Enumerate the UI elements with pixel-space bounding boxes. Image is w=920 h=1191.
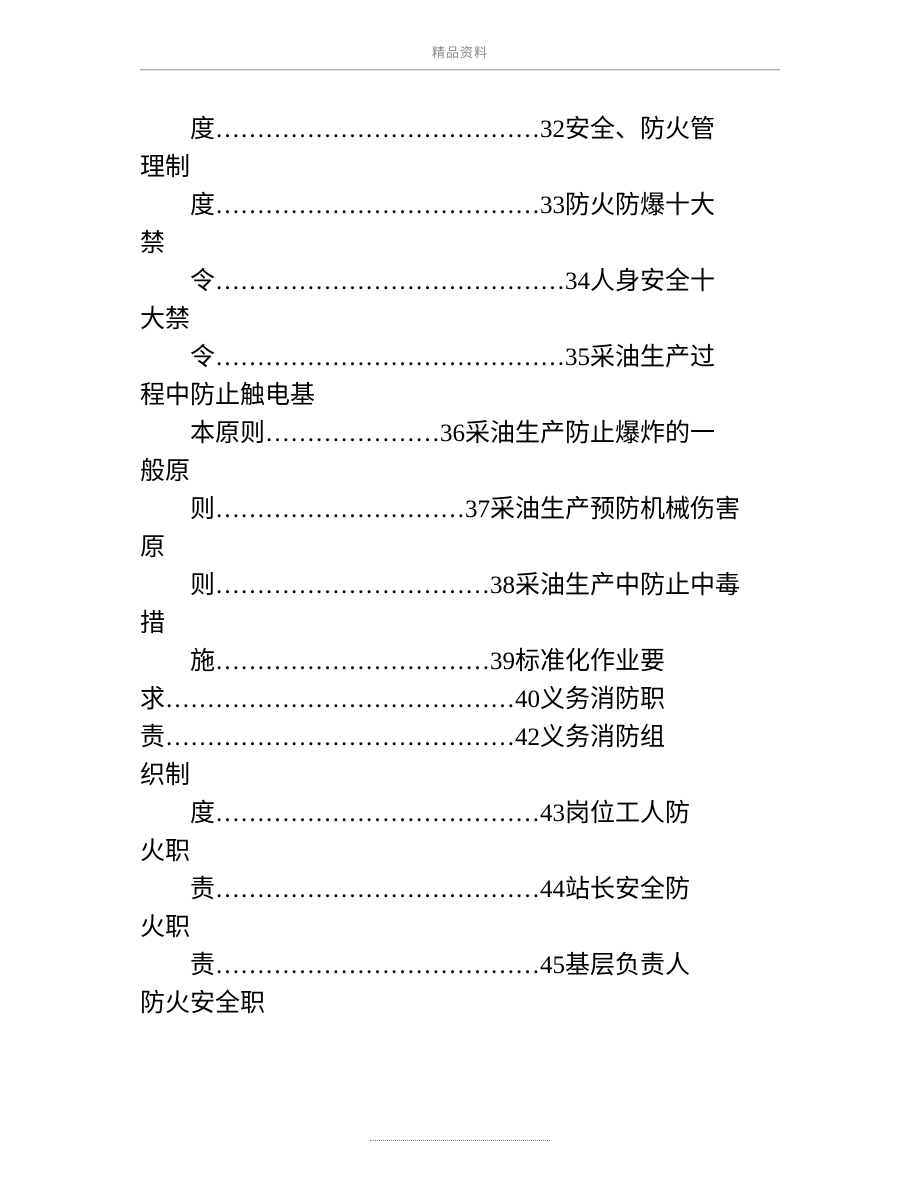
toc-line: 大禁 — [140, 301, 780, 339]
toc-line: 禁 — [140, 225, 780, 263]
toc-line: 责……………………………………42义务消防组 — [140, 719, 780, 757]
toc-line: 则…………………………37采油生产预防机械伤害 — [140, 491, 780, 529]
toc-line: 求……………………………………40义务消防职 — [140, 681, 780, 719]
document-content: 度…………………………………32安全、防火管 理制 度…………………………………… — [140, 111, 780, 1023]
toc-line: 原 — [140, 529, 780, 567]
toc-line: 度…………………………………33防火防爆十大 — [140, 187, 780, 225]
header-text: 精品资料 — [432, 45, 488, 60]
toc-line: 火职 — [140, 833, 780, 871]
toc-line: 般原 — [140, 453, 780, 491]
toc-line: 理制 — [140, 149, 780, 187]
toc-line: 令……………………………………35采油生产过 — [140, 339, 780, 377]
toc-line: 措 — [140, 605, 780, 643]
toc-line: 防火安全职 — [140, 985, 780, 1023]
toc-line: 令……………………………………34人身安全十 — [140, 263, 780, 301]
footer-divider — [370, 1140, 550, 1141]
toc-line: 程中防止触电基 — [140, 377, 780, 415]
page-header: 精品资料 — [0, 0, 920, 71]
header-divider — [140, 69, 780, 71]
toc-line: 则……………………………38采油生产中防止中毒 — [140, 567, 780, 605]
toc-line: 织制 — [140, 757, 780, 795]
toc-line: 施……………………………39标准化作业要 — [140, 643, 780, 681]
toc-line: 责…………………………………44站长安全防 — [140, 871, 780, 909]
toc-line: 度…………………………………32安全、防火管 — [140, 111, 780, 149]
toc-line: 本原则…………………36采油生产防止爆炸的一 — [140, 415, 780, 453]
toc-line: 责…………………………………45基层负责人 — [140, 947, 780, 985]
toc-line: 火职 — [140, 909, 780, 947]
toc-line: 度…………………………………43岗位工人防 — [140, 795, 780, 833]
